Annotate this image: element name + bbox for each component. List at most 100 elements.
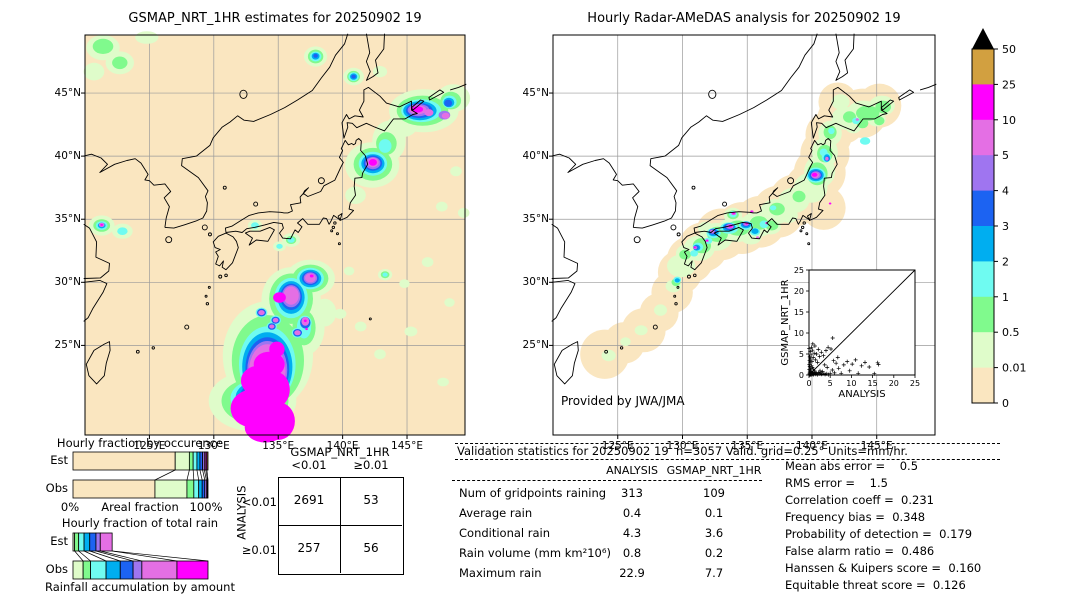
precip-blob: [769, 205, 777, 211]
fraction-chart: [72, 532, 209, 580]
lat-tick-label: 35°N: [54, 213, 81, 226]
inset-y-tick-label: 25: [794, 266, 804, 275]
coastline: [919, 83, 937, 91]
connector-line: [83, 550, 107, 562]
island: [670, 224, 677, 231]
island: [201, 224, 208, 231]
lon-tick-label: 140°E: [796, 440, 828, 452]
island: [676, 232, 681, 237]
contingency-cell-00: 2691: [293, 493, 325, 507]
island: [151, 346, 155, 350]
precip-blob: [450, 166, 462, 177]
connector-line: [192, 469, 195, 481]
coastline: [365, 33, 385, 81]
bar-segment: [154, 479, 188, 499]
lat-tick-label: 25°N: [54, 339, 81, 352]
island: [799, 229, 803, 233]
connector-line: [112, 550, 178, 562]
lon-tick-label: 140°E: [326, 440, 359, 452]
inset-x-tick-label: 0: [806, 379, 811, 388]
colorbar: 50 25 10 5 4 3 2 1 0.5 0.01 0: [971, 28, 1027, 410]
island: [330, 229, 334, 233]
left-map-canvas: [81, 31, 471, 443]
precip-blob: [759, 220, 769, 229]
bar-segment: [176, 560, 209, 580]
lat-tick-label: 30°N: [54, 276, 81, 289]
precip-blob: [411, 106, 424, 113]
validation-row-analysis: 4.3: [622, 526, 642, 540]
bar-segment: [186, 479, 195, 499]
island: [205, 302, 210, 306]
colorbar-segment: [972, 155, 994, 192]
precip-blob: [859, 137, 871, 145]
precip-blob: [305, 327, 308, 331]
precip-blob: [855, 118, 859, 121]
precip-blob: [424, 109, 434, 117]
inset-x-tick-label: 25: [910, 379, 920, 388]
lon-tick-label: 135°E: [262, 440, 295, 452]
map-frame: [552, 34, 936, 436]
validation-rule-mid: [455, 459, 1000, 460]
precip-blob: [269, 324, 275, 329]
connector-line: [112, 550, 209, 562]
precip-blob: [83, 62, 105, 81]
bar-segment: [207, 479, 209, 499]
bar-segment: [82, 560, 91, 580]
bar-segment: [72, 479, 156, 499]
colorbar-tick-label: 5: [1002, 149, 1009, 162]
lat-tick-label: 35°N: [522, 213, 549, 226]
bar-segment: [206, 451, 209, 471]
contingency-row-label-1: ≥0.01: [241, 543, 277, 557]
precip-blob: [272, 317, 279, 323]
bar-segment: [193, 479, 200, 499]
island: [693, 273, 697, 278]
precip-blob: [258, 310, 265, 316]
precip-blob: [674, 278, 680, 283]
precip-blob: [751, 228, 759, 234]
connector-line: [196, 469, 200, 481]
coastline: [693, 138, 838, 240]
contingency-col-title: GSMAP_NRT_1HR: [290, 445, 390, 459]
validation-stat: Frequency bias = 0.348: [785, 510, 926, 524]
connector-line: [204, 469, 207, 481]
inset-xlabel: ANALYSIS: [838, 389, 885, 400]
validation-row-gsmap: 0.2: [704, 546, 724, 560]
lake-khanka: [708, 89, 717, 99]
coastline: [553, 341, 579, 385]
validation-col-gsmap: GSMAP_NRT_1HR: [666, 464, 762, 477]
validation-row-gsmap: 7.7: [704, 566, 724, 580]
connector-line: [74, 550, 84, 562]
precip-blob: [399, 279, 410, 288]
occurrence-est-label: Est: [50, 453, 68, 467]
island: [676, 285, 680, 289]
validation-rule-top: [455, 443, 1000, 444]
precip-blob: [874, 116, 885, 126]
validation-row-label: Rain volume (mm km²10⁶): [459, 546, 611, 560]
inset-y-tick-label: 10: [794, 329, 804, 338]
lat-tick-label: 30°N: [522, 276, 549, 289]
island: [207, 285, 211, 289]
coastline: [551, 279, 576, 322]
validation-stat: Equitable threat score = 0.126: [785, 578, 966, 592]
validation-row-label: Average rain: [459, 506, 533, 520]
precip-blob: [441, 112, 450, 119]
bar-segment: [199, 451, 203, 471]
coastline: [835, 33, 855, 81]
fraction-chart: [72, 451, 209, 499]
precip-blob: [92, 38, 114, 54]
connector-line: [95, 550, 134, 562]
island: [368, 317, 372, 321]
coastline: [244, 226, 275, 246]
bar-segment: [78, 532, 85, 552]
total-rain-obs-label: Obs: [45, 562, 68, 576]
island: [604, 349, 608, 354]
precip-blob: [690, 250, 698, 257]
coastline: [450, 83, 467, 91]
island: [165, 236, 173, 244]
bar-segment: [188, 451, 194, 471]
coastline: [85, 341, 111, 385]
precip-blob: [343, 266, 355, 276]
lat-tick-label: 40°N: [522, 150, 549, 163]
precip-blob: [601, 349, 616, 362]
map-credit: Provided by JWA/JMA: [561, 394, 685, 408]
